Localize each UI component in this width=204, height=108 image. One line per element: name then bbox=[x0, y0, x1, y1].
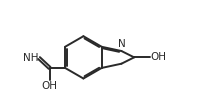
Text: N: N bbox=[118, 39, 125, 49]
Text: OH: OH bbox=[42, 81, 58, 91]
Text: NH: NH bbox=[23, 53, 38, 63]
Text: OH: OH bbox=[151, 52, 166, 62]
